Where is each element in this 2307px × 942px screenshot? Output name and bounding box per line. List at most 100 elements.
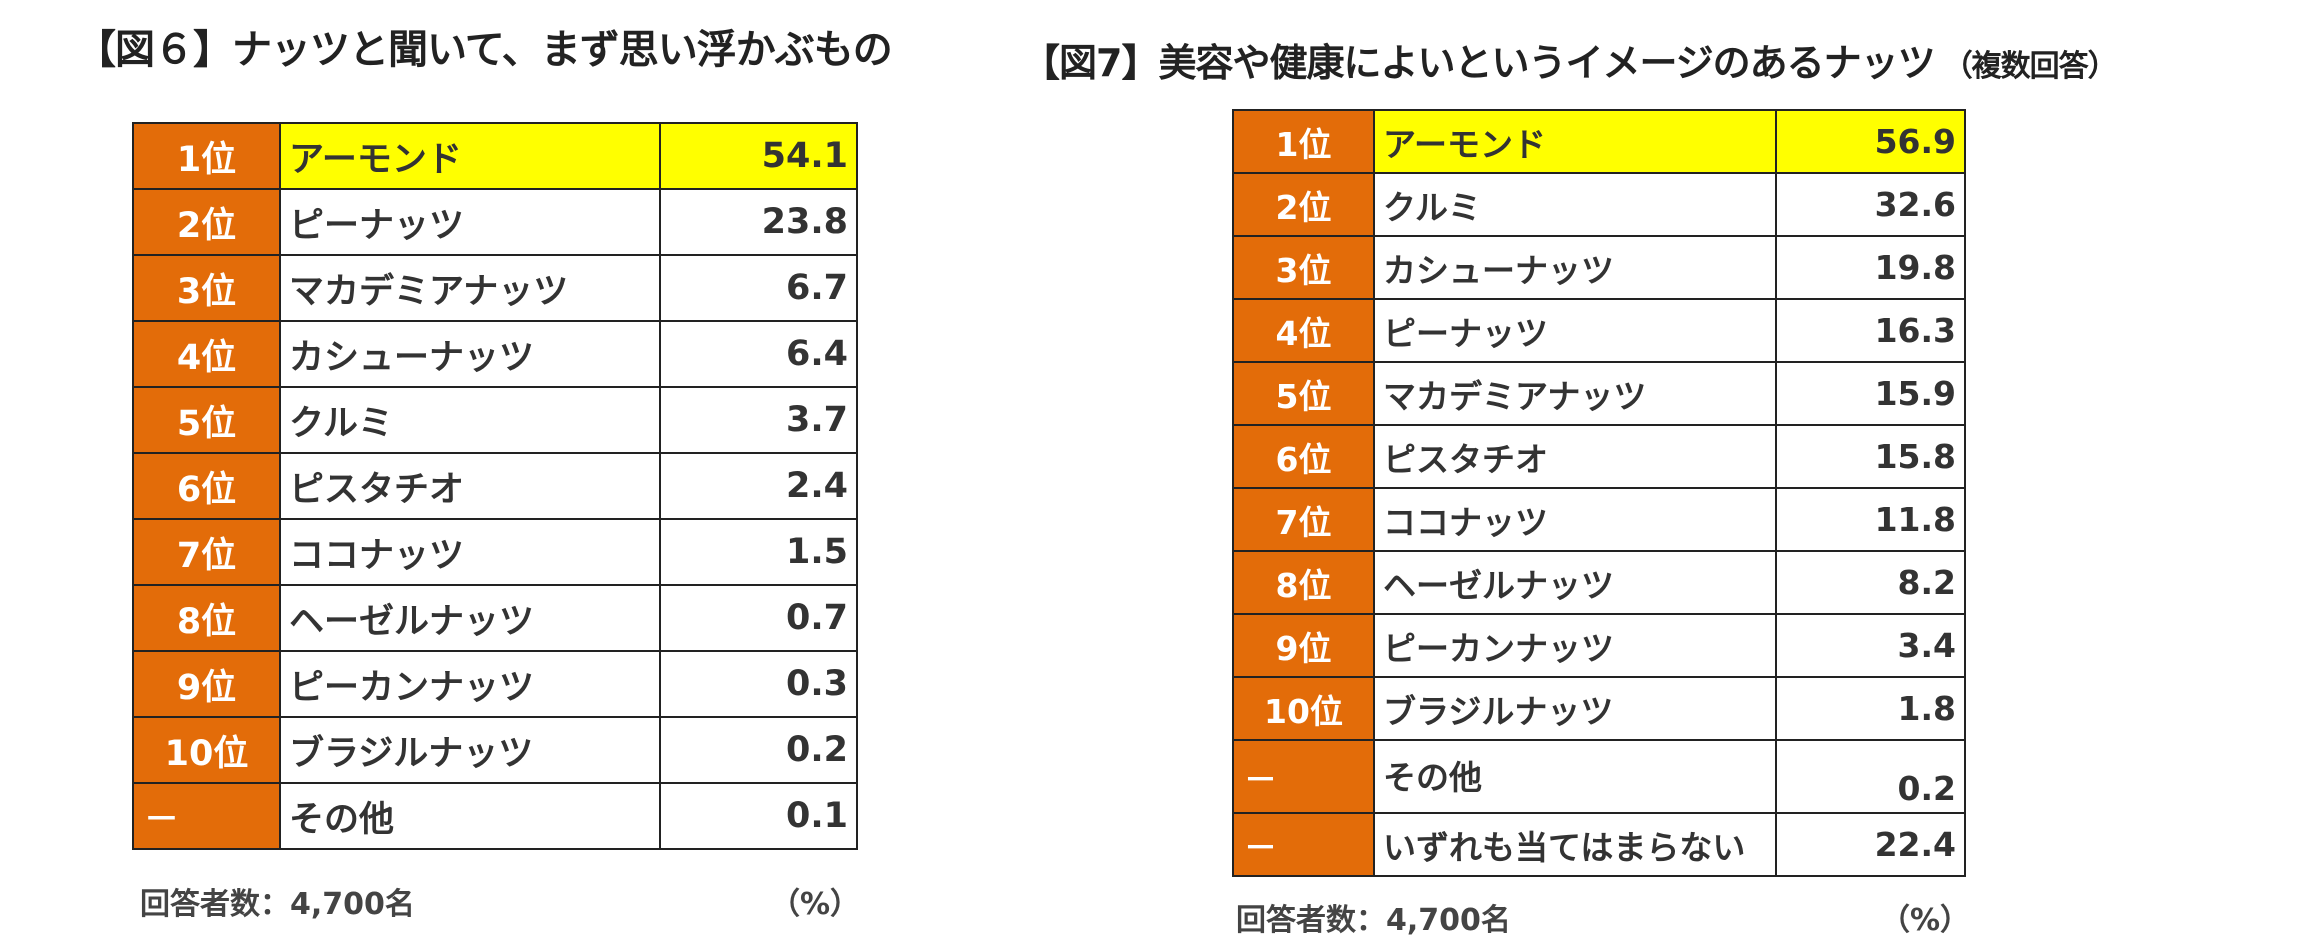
- rank-cell: 7位: [132, 518, 281, 586]
- table-row: 5位 クルミ 3.7: [132, 386, 858, 454]
- figure6-unit-label: （%）: [770, 887, 861, 922]
- nut-name-cell: カシューナッツ: [1373, 235, 1777, 300]
- percent-value-cell: 22.4: [1775, 812, 1966, 877]
- rank-cell: 6位: [1232, 424, 1375, 489]
- table-row: 1位 アーモンド 56.9: [1232, 109, 1966, 174]
- rank-cell: 9位: [132, 650, 281, 718]
- table-row: 6位 ピスタチオ 15.8: [1232, 424, 1966, 489]
- nut-name-cell: その他: [279, 782, 661, 850]
- nut-name-cell: ピーナッツ: [1373, 298, 1777, 363]
- nut-name-cell: ココナッツ: [279, 518, 661, 586]
- figure6-respondent-count: 回答者数：4,700名: [140, 887, 415, 922]
- nut-name-cell: ピーカンナッツ: [1373, 613, 1777, 678]
- percent-value-cell: 56.9: [1775, 109, 1966, 174]
- rank-cell: 3位: [1232, 235, 1375, 300]
- percent-value-cell: 6.7: [659, 254, 858, 322]
- percent-value-cell: 6.4: [659, 320, 858, 388]
- table-row: 6位 ピスタチオ 2.4: [132, 452, 858, 520]
- table-row: 9位 ピーカンナッツ 0.3: [132, 650, 858, 718]
- percent-value-cell: 15.9: [1775, 361, 1966, 426]
- figure6-ranking-table: 1位 アーモンド 54.1 2位 ピーナッツ 23.8 3位 マカデミアナッツ …: [132, 122, 858, 850]
- percent-value-cell: 0.7: [659, 584, 858, 652]
- nut-name-cell: その他: [1373, 739, 1777, 814]
- percent-value-cell: 15.8: [1775, 424, 1966, 489]
- table-row: － その他 0.1: [132, 782, 858, 850]
- percent-value-cell: 1.5: [659, 518, 858, 586]
- nut-name-cell: ピスタチオ: [279, 452, 661, 520]
- nut-name-cell: ヘーゼルナッツ: [1373, 550, 1777, 615]
- nut-name-cell: マカデミアナッツ: [279, 254, 661, 322]
- percent-value-cell: 3.4: [1775, 613, 1966, 678]
- figure7-respondent-count: 回答者数：4,700名: [1236, 903, 1511, 938]
- table-row: － いずれも当てはまらない 22.4: [1232, 812, 1966, 877]
- table-row: 1位 アーモンド 54.1: [132, 122, 858, 190]
- figure7-title-text: 【図7】美容や健康によいというイメージのあるナッツ: [1022, 41, 1936, 85]
- rank-cell: 8位: [132, 584, 281, 652]
- nut-name-cell: クルミ: [279, 386, 661, 454]
- percent-value-cell: 11.8: [1775, 487, 1966, 552]
- table-row: 8位 ヘーゼルナッツ 0.7: [132, 584, 858, 652]
- nut-name-cell: ピスタチオ: [1373, 424, 1777, 489]
- figure6-title: 【図６】ナッツと聞いて、まず思い浮かぶもの: [76, 27, 893, 73]
- figure7-ranking-table: 1位 アーモンド 56.9 2位 クルミ 32.6 3位 カシューナッツ 19.…: [1232, 109, 1966, 877]
- rank-cell: 10位: [1232, 676, 1375, 741]
- rank-cell: 1位: [1232, 109, 1375, 174]
- percent-value-cell: 0.2: [659, 716, 858, 784]
- percent-value-cell: 16.3: [1775, 298, 1966, 363]
- nut-name-cell: アーモンド: [279, 122, 661, 190]
- figure7-unit-label: （%）: [1880, 903, 1971, 938]
- rank-cell: 9位: [1232, 613, 1375, 678]
- rank-cell: －: [1232, 812, 1375, 877]
- nut-name-cell: ブラジルナッツ: [279, 716, 661, 784]
- rank-cell: 7位: [1232, 487, 1375, 552]
- rank-cell: 8位: [1232, 550, 1375, 615]
- rank-cell: 2位: [132, 188, 281, 256]
- table-row: 3位 マカデミアナッツ 6.7: [132, 254, 858, 322]
- percent-value-cell: 0.1: [659, 782, 858, 850]
- rank-cell: 10位: [132, 716, 281, 784]
- percent-value-cell: 1.8: [1775, 676, 1966, 741]
- table-row: 2位 ピーナッツ 23.8: [132, 188, 858, 256]
- rank-cell: 5位: [132, 386, 281, 454]
- nut-name-cell: マカデミアナッツ: [1373, 361, 1777, 426]
- nut-name-cell: ピーカンナッツ: [279, 650, 661, 718]
- table-row: 3位 カシューナッツ 19.8: [1232, 235, 1966, 300]
- nut-name-cell: クルミ: [1373, 172, 1777, 237]
- table-row: 7位 ココナッツ 1.5: [132, 518, 858, 586]
- rank-cell: 3位: [132, 254, 281, 322]
- rank-cell: 2位: [1232, 172, 1375, 237]
- rank-cell: 4位: [132, 320, 281, 388]
- table-row: 8位 ヘーゼルナッツ 8.2: [1232, 550, 1966, 615]
- table-row: 9位 ピーカンナッツ 3.4: [1232, 613, 1966, 678]
- percent-value-cell: 0.3: [659, 650, 858, 718]
- nut-name-cell: ピーナッツ: [279, 188, 661, 256]
- percent-value-cell: 0.2: [1775, 739, 1966, 814]
- table-row: 10位 ブラジルナッツ 0.2: [132, 716, 858, 784]
- figure7-title: 【図7】美容や健康によいというイメージのあるナッツ （複数回答）: [1022, 41, 2118, 85]
- rank-cell: 4位: [1232, 298, 1375, 363]
- percent-value-cell: 3.7: [659, 386, 858, 454]
- nut-name-cell: カシューナッツ: [279, 320, 661, 388]
- nut-name-cell: ブラジルナッツ: [1373, 676, 1777, 741]
- rank-cell: 6位: [132, 452, 281, 520]
- nut-name-cell: アーモンド: [1373, 109, 1777, 174]
- table-row: 2位 クルミ 32.6: [1232, 172, 1966, 237]
- nut-name-cell: ヘーゼルナッツ: [279, 584, 661, 652]
- percent-value-cell: 2.4: [659, 452, 858, 520]
- figure7-title-note: （複数回答）: [1942, 49, 2118, 84]
- percent-value-cell: 54.1: [659, 122, 858, 190]
- percent-value-cell: 23.8: [659, 188, 858, 256]
- rank-cell: 1位: [132, 122, 281, 190]
- percent-value-cell: 19.8: [1775, 235, 1966, 300]
- nut-name-cell: ココナッツ: [1373, 487, 1777, 552]
- nut-name-cell: いずれも当てはまらない: [1373, 812, 1777, 877]
- rank-cell: －: [1232, 739, 1375, 814]
- rank-cell: －: [132, 782, 281, 850]
- table-row: － その他 0.2: [1232, 739, 1966, 814]
- table-row: 10位 ブラジルナッツ 1.8: [1232, 676, 1966, 741]
- percent-value-cell: 32.6: [1775, 172, 1966, 237]
- table-row: 4位 カシューナッツ 6.4: [132, 320, 858, 388]
- rank-cell: 5位: [1232, 361, 1375, 426]
- percent-value-cell: 8.2: [1775, 550, 1966, 615]
- table-row: 4位 ピーナッツ 16.3: [1232, 298, 1966, 363]
